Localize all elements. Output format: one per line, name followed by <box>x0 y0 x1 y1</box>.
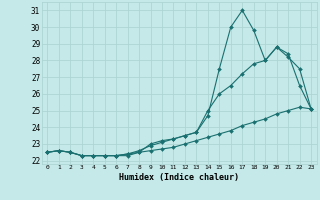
X-axis label: Humidex (Indice chaleur): Humidex (Indice chaleur) <box>119 173 239 182</box>
